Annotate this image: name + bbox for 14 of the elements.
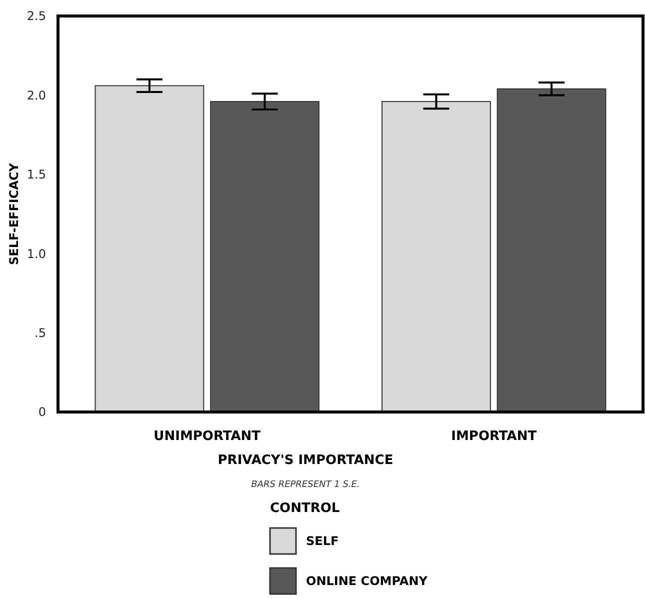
legend-title: CONTROL: [270, 501, 340, 516]
y-tick-label: 0: [38, 405, 46, 420]
legend-label: ONLINE COMPANY: [306, 574, 428, 588]
legend-label: SELF: [306, 534, 339, 548]
x-tick-label: UNIMPORTANT: [154, 429, 261, 444]
x-axis-title: PRIVACY'S IMPORTANCE: [218, 453, 394, 468]
x-tick-label: IMPORTANT: [451, 429, 537, 444]
y-tick-label: 1.0: [26, 246, 46, 261]
y-axis-title: SELF-EFFICACY: [7, 162, 21, 265]
y-tick-label: 2.5: [26, 9, 46, 24]
y-tick-label: 1.5: [26, 168, 46, 182]
y-tick-label: .5: [34, 326, 46, 340]
y-tick-label: 2.0: [26, 88, 46, 102]
text: BARS REPRESENT 1 S.E.: [251, 480, 360, 490]
